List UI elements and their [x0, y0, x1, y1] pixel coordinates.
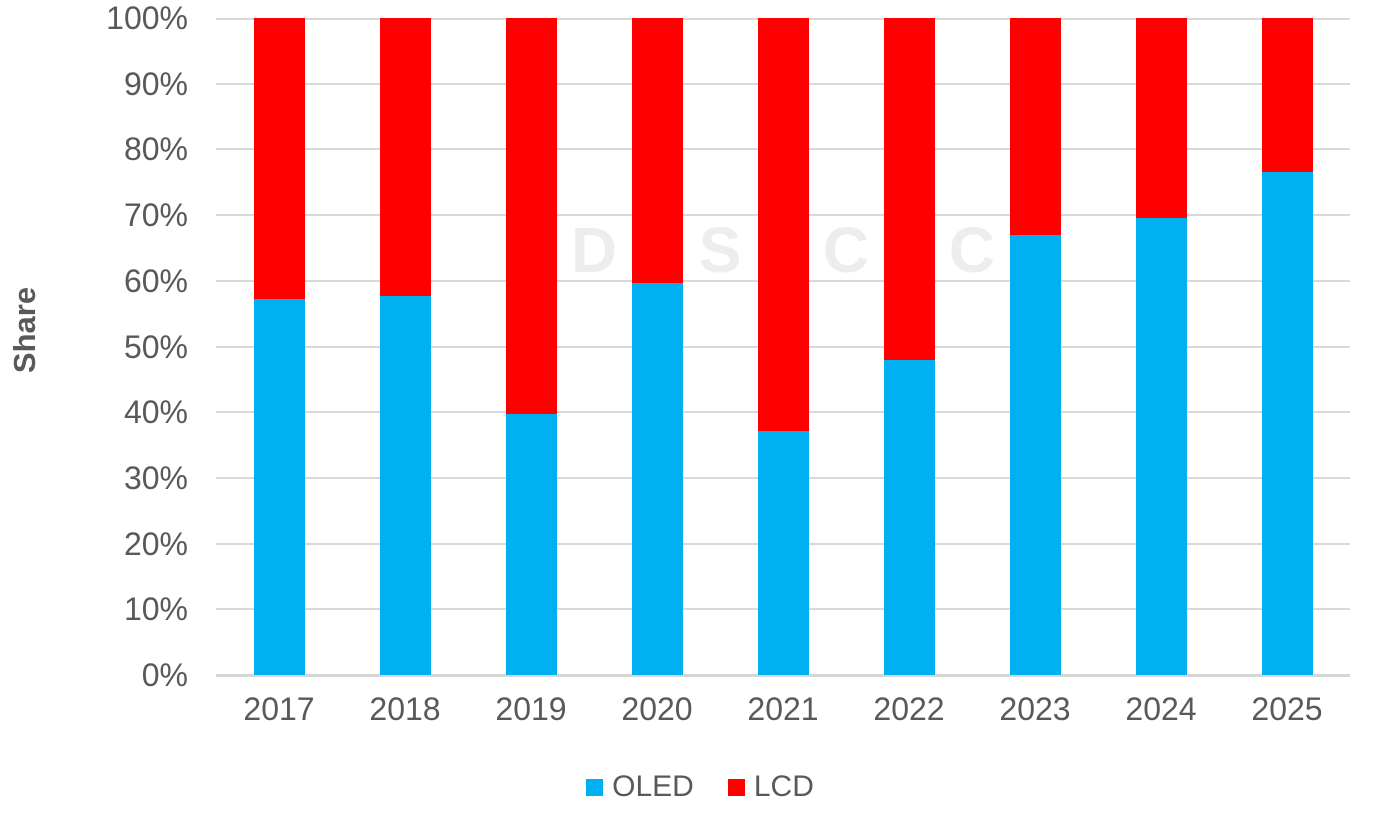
bar-segment-lcd-2018 — [380, 18, 431, 296]
bar-segment-oled-2024 — [1136, 218, 1187, 675]
x-tick-label-2019: 2019 — [495, 691, 567, 727]
bar-segment-oled-2020 — [632, 283, 683, 675]
bar-segment-oled-2021 — [758, 431, 809, 675]
legend-item-lcd: LCD — [727, 770, 814, 804]
bar-segment-lcd-2025 — [1262, 18, 1313, 172]
y-axis-tick-labels: 0% 10% 20% 30% 40% 50% 60% 70% 80% 90% 100% — [0, 0, 188, 693]
bar-segment-oled-2019 — [506, 414, 557, 675]
y-tick-label-70: 70% — [123, 197, 188, 233]
legend-label-oled: OLED — [612, 770, 694, 803]
bars-layer — [216, 18, 1350, 675]
x-tick-label-2017: 2017 — [243, 691, 315, 727]
y-tick-label-80: 80% — [123, 131, 188, 167]
watermark-letter-4: C — [948, 214, 996, 286]
x-tick-label-2018: 2018 — [369, 691, 441, 727]
x-tick-label-2024: 2024 — [1125, 691, 1197, 727]
bar-segment-lcd-2019 — [506, 18, 557, 414]
x-tick-label-2020: 2020 — [621, 691, 693, 727]
watermark-letter-1: D — [570, 214, 618, 286]
bar-segment-oled-2023 — [1010, 235, 1061, 675]
y-tick-label-40: 40% — [123, 394, 188, 430]
y-tick-label-30: 30% — [123, 460, 188, 496]
legend-label-lcd: LCD — [753, 770, 814, 803]
x-tick-label-2022: 2022 — [873, 691, 945, 727]
y-tick-label-0: 0% — [141, 657, 188, 693]
x-tick-label-2021: 2021 — [747, 691, 819, 727]
legend-swatch-lcd-icon — [727, 778, 745, 796]
y-tick-label-50: 50% — [123, 329, 188, 365]
y-tick-label-20: 20% — [123, 526, 188, 562]
watermark-letter-3: C — [822, 214, 870, 286]
y-tick-label-10: 10% — [123, 591, 188, 627]
y-tick-label-90: 90% — [123, 66, 188, 102]
bar-segment-oled-2025 — [1262, 172, 1313, 675]
bar-segment-lcd-2023 — [1010, 18, 1061, 235]
bar-segment-oled-2018 — [380, 296, 431, 675]
bar-segment-oled-2017 — [254, 299, 305, 675]
bar-segment-lcd-2017 — [254, 18, 305, 299]
bar-segment-lcd-2022 — [884, 18, 935, 360]
x-tick-label-2025: 2025 — [1251, 691, 1323, 727]
legend: OLED LCD — [0, 770, 1400, 804]
y-tick-label-100: 100% — [106, 0, 188, 36]
bar-segment-lcd-2024 — [1136, 18, 1187, 218]
legend-swatch-oled-icon — [586, 778, 604, 796]
y-tick-label-60: 60% — [123, 263, 188, 299]
bar-segment-lcd-2021 — [758, 18, 809, 431]
gridline-0 — [216, 674, 1350, 677]
bar-segment-lcd-2020 — [632, 18, 683, 283]
bar-segment-oled-2022 — [884, 360, 935, 675]
x-tick-label-2023: 2023 — [999, 691, 1071, 727]
legend-item-oled: OLED — [586, 770, 694, 804]
watermark-letter-2: S — [698, 214, 742, 286]
